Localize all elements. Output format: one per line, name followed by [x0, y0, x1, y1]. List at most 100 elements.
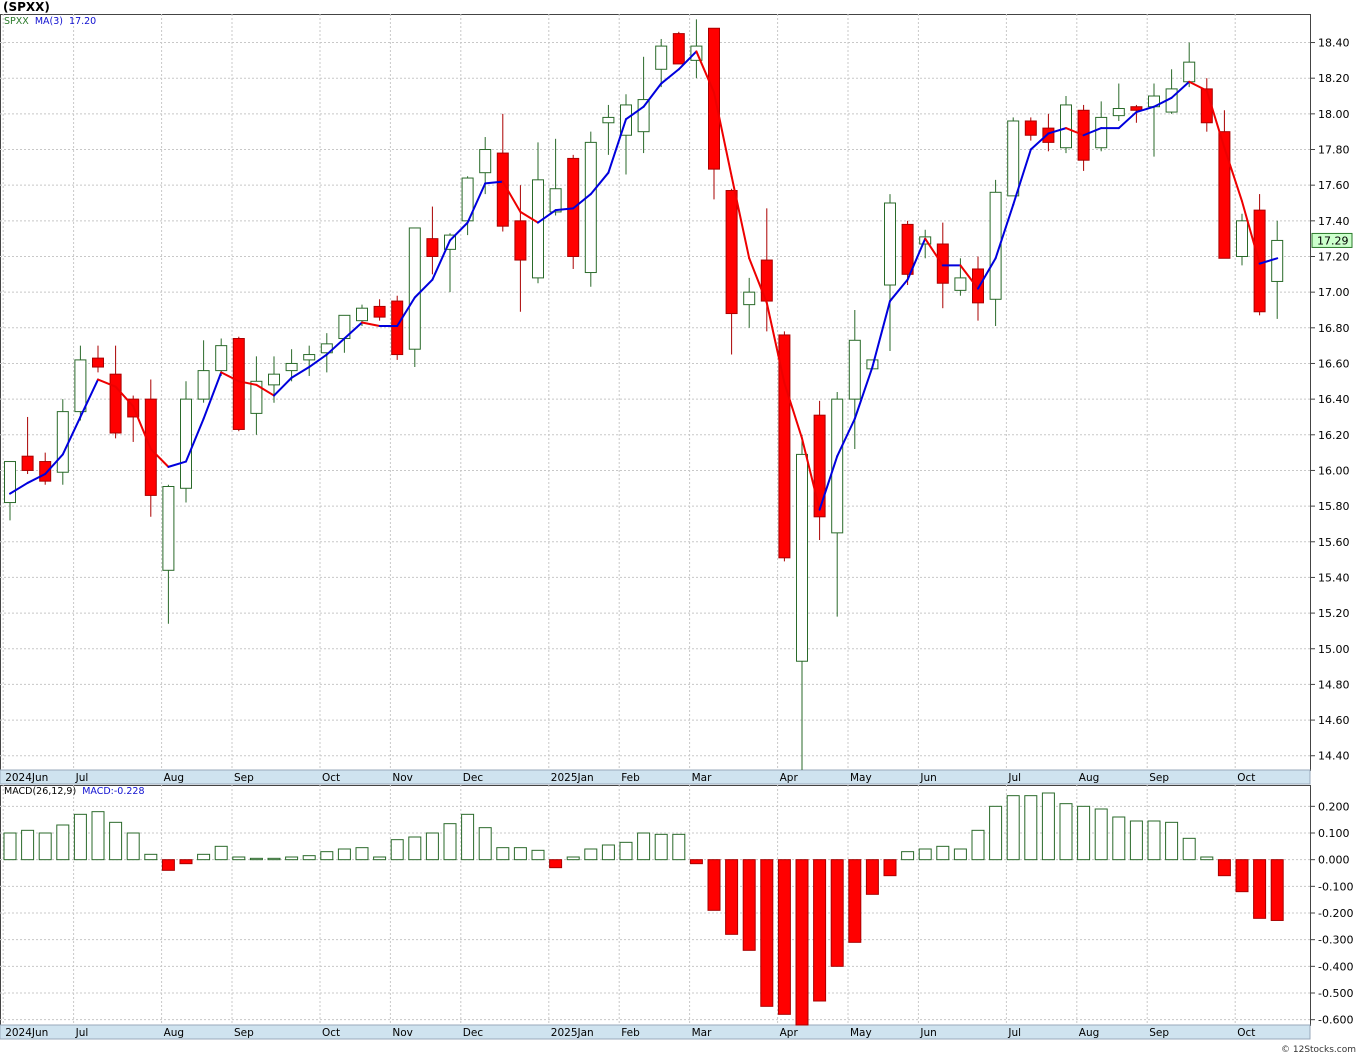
macd-bar [267, 857, 281, 861]
price-tick-label: 16.00 [1318, 464, 1350, 477]
price-tick-label: 15.80 [1318, 500, 1350, 513]
candle-body [408, 227, 421, 350]
macd-tick-label: -0.400 [1318, 960, 1353, 973]
ma-segment [185, 417, 205, 463]
candle-body [584, 141, 597, 274]
ma-segment [853, 366, 874, 420]
ma-segment [1135, 105, 1155, 114]
ma-segment [1170, 80, 1191, 99]
macd-bar [549, 859, 563, 869]
macd-bar [865, 859, 879, 895]
ma-segment [202, 371, 223, 420]
macd-bar [813, 859, 827, 1002]
last-price-box [1311, 232, 1353, 248]
macd-legend: MACD(26,12,9) MACD:-0.228 [4, 786, 145, 797]
footer-credit: © 12Stocks.com [1281, 1045, 1356, 1055]
macd-bar [601, 844, 615, 861]
macd-bar [73, 813, 87, 861]
x-axis-band [0, 1024, 1311, 1040]
candle-body [197, 370, 210, 400]
ma-segment [26, 473, 47, 484]
macd-bar [1041, 792, 1055, 861]
candle-body [39, 461, 52, 482]
candle-body [989, 191, 1002, 300]
macd-bar [1024, 795, 1038, 861]
candle-body [743, 291, 756, 306]
candle-body [285, 362, 298, 372]
macd-bar [408, 836, 422, 861]
price-panel [0, 14, 1311, 771]
x-tick-label: Mar [692, 772, 712, 784]
macd-bar [3, 832, 17, 861]
ma-segment [537, 209, 557, 224]
x-tick-label: Mar [692, 1027, 712, 1039]
ma-segment [132, 405, 152, 451]
price-tick-label: 15.60 [1318, 536, 1350, 549]
macd-bar [971, 829, 985, 861]
candle-body [831, 398, 844, 534]
price-tick-label: 14.60 [1318, 714, 1350, 727]
price-tick-label: 14.40 [1318, 750, 1350, 763]
x-tick-label: Jul [75, 1027, 89, 1039]
ma-segment [977, 257, 997, 290]
candle-body [391, 300, 404, 356]
candle-body [1271, 239, 1284, 282]
x-tick-label: Jul [1007, 1027, 1021, 1039]
macd-bar [1129, 820, 1143, 861]
macd-bar [830, 859, 844, 967]
macd-bar [232, 856, 246, 861]
ma-segment [255, 383, 275, 397]
price-legend: SPXX MA(3) 17.20 [4, 16, 96, 27]
x-tick-label: Aug [1079, 772, 1100, 784]
x-tick-label: Jul [1007, 772, 1021, 784]
candle-body [56, 411, 69, 473]
macd-bar [1200, 856, 1214, 861]
macd-bar [1253, 859, 1267, 919]
x-tick-label: Jul [75, 772, 89, 784]
ma-segment [572, 193, 592, 210]
price-tick-label: 17.40 [1318, 215, 1350, 228]
ma-segment [61, 415, 82, 456]
x-tick-label: Apr [780, 1027, 799, 1039]
x-tick-label: Oct [322, 1027, 340, 1039]
macd-bar [953, 848, 967, 861]
macd-bar [1217, 859, 1231, 877]
ma-segment [1065, 127, 1085, 137]
macd-bar [1270, 859, 1284, 921]
ma-segment [9, 481, 29, 495]
candle-body [796, 453, 808, 662]
ma-segment [889, 278, 909, 303]
macd-bar [1235, 859, 1249, 893]
candle-body [1112, 108, 1125, 117]
macd-bar [109, 821, 123, 861]
ma-segment [783, 382, 803, 440]
candle-body [1060, 104, 1072, 149]
ma-segment [695, 50, 715, 94]
price-tick-label: 16.60 [1318, 357, 1350, 370]
x-tick-label: Nov [392, 772, 413, 784]
ma-segment [396, 296, 416, 328]
macd-tick-label: -0.600 [1318, 1014, 1353, 1027]
candle-body [250, 380, 263, 414]
candle-body [514, 220, 527, 261]
x-tick-label: Apr [780, 772, 799, 784]
ma-segment [1047, 127, 1067, 135]
macd-bar [161, 859, 175, 871]
ma-segment [519, 210, 539, 224]
x-tick-label: 2025Jan [551, 1027, 594, 1039]
candle-body [532, 179, 544, 279]
ma-segment [1117, 111, 1138, 130]
macd-bar [989, 805, 1003, 861]
macd-bar [496, 847, 510, 861]
macd-bar [56, 824, 70, 861]
ma-segment [713, 91, 733, 178]
x-tick-label: Jun [919, 1027, 936, 1039]
macd-bar [1147, 820, 1161, 861]
candle-body [109, 373, 122, 434]
ma-segment [220, 371, 240, 383]
ma-segment [149, 448, 170, 468]
macd-bar [1112, 816, 1126, 861]
macd-bar [214, 845, 228, 861]
macd-bar [144, 853, 158, 861]
price-tick-label: 17.80 [1318, 144, 1350, 157]
